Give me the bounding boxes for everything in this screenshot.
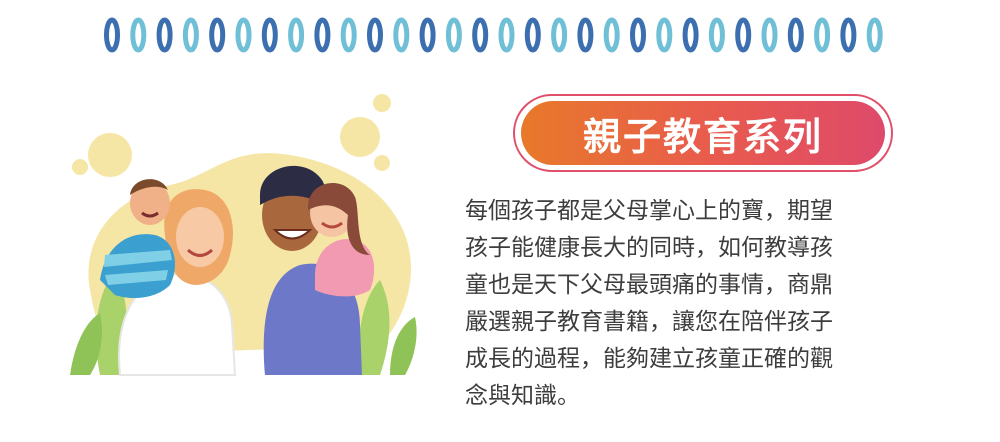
notebook-rings [104,14,894,56]
ring-icon [419,17,436,53]
ring-icon [130,17,147,53]
ring-icon [787,17,804,53]
ring-icon [340,17,357,53]
ring-icon [630,17,646,53]
ring-icon [156,17,173,53]
ring-icon [498,17,515,53]
ring-icon [288,17,305,53]
series-title-badge: 親子教育系列 [513,94,893,172]
description-line: 孩子能健康長大的同時，如何教導孩 [465,235,833,261]
ring-icon [209,17,226,53]
ring-icon [682,17,699,53]
description-line: 童也是天下父母最頭痛的事情，商鼎 [465,272,833,298]
series-title-badge-fill: 親子教育系列 [521,101,885,165]
ring-icon [261,17,278,53]
ring-icon [814,17,831,53]
ring-icon [735,17,752,53]
ring-icon [472,17,489,53]
ring-icon [577,17,594,53]
description-line: 念與知識。 [465,383,580,409]
ring-icon [708,17,725,53]
ring-icon [314,17,331,53]
ring-icon [104,17,120,53]
ring-icon [603,17,620,53]
family-illustration [60,85,450,385]
description-line: 嚴選親子教育書籍，讓您在陪伴孩子 [465,309,833,335]
description-line: 成長的過程，能夠建立孩童正確的觀 [465,346,833,372]
ring-icon [656,17,673,53]
ring-icon [445,17,462,53]
ring-icon [393,17,410,53]
ring-icon [524,17,541,53]
ring-icon [551,17,568,53]
ring-icon [840,17,857,53]
series-description: 每個孩子都是父母掌心上的寶，期望 孩子能健康長大的同時，如何教導孩 童也是天下父… [465,193,935,415]
ring-icon [761,17,778,53]
series-title: 親子教育系列 [582,114,823,159]
ring-icon [235,17,252,53]
ring-icon [182,17,199,53]
ring-icon [367,17,383,53]
ring-icon [866,17,883,53]
description-line: 每個孩子都是父母掌心上的寶，期望 [465,198,833,224]
